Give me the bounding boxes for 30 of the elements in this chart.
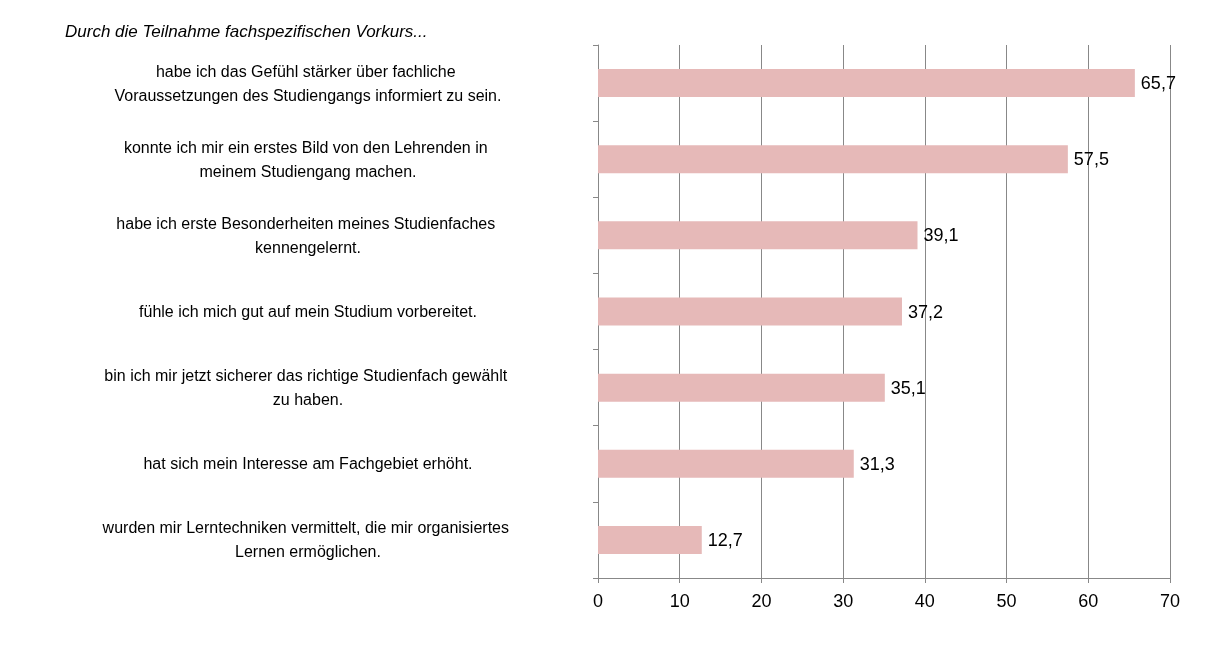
bar bbox=[598, 525, 702, 554]
data-label: 12,7 bbox=[707, 529, 743, 550]
bar bbox=[598, 297, 902, 326]
y-tick-label: hat sich mein Interesse am Fachgebiet erhöht. bbox=[143, 455, 473, 473]
x-tick-label: 10 bbox=[669, 591, 690, 611]
data-label: 57,5 bbox=[1073, 149, 1109, 170]
data-label: 65,7 bbox=[1140, 73, 1176, 94]
text: Durch die Teilnahme fachspezifischen Vorkurs... bbox=[65, 22, 428, 41]
x-tick-label: 40 bbox=[914, 591, 935, 611]
data-label: 35,1 bbox=[890, 377, 926, 398]
x-tick-label: 0 bbox=[592, 591, 604, 611]
bar bbox=[598, 449, 854, 478]
x-tick-label: 60 bbox=[1078, 591, 1099, 611]
x-tick-label: 30 bbox=[833, 591, 854, 611]
bar bbox=[598, 69, 1135, 98]
x-tick-label: 70 bbox=[1159, 591, 1181, 611]
bar bbox=[598, 145, 1068, 174]
bar bbox=[598, 221, 918, 250]
x-tick-label: 50 bbox=[996, 591, 1017, 611]
y-tick-label: bin ich mir jetzt sicherer das richtige Studienfach gewählt zu haben. bbox=[104, 367, 512, 409]
y-tick-label: fühle ich mich gut auf mein Studium vorbereitet. bbox=[139, 303, 477, 320]
y-tick-label: wurden mir Lerntechniken vermittelt, die mir organisiertes Lernen ermöglichen. bbox=[101, 519, 514, 561]
x-tick-label: 20 bbox=[751, 591, 772, 611]
data-label: 39,1 bbox=[923, 225, 959, 246]
data-label: 37,2 bbox=[907, 301, 944, 322]
bar bbox=[598, 373, 885, 402]
y-tick-label: konnte ich mir ein erstes Bild von den Lehrenden in meinem Studiengang machen. bbox=[123, 138, 493, 180]
y-tick-label: habe ich das Gefühl stärker über fachliche Voraussetzungen des Studiengangs informiert zu sein. bbox=[114, 62, 502, 104]
y-tick-label: habe ich erste Besonderheiten meines Studienfaches kennengelernt. bbox=[116, 214, 500, 256]
data-label: 31,3 bbox=[859, 453, 895, 474]
